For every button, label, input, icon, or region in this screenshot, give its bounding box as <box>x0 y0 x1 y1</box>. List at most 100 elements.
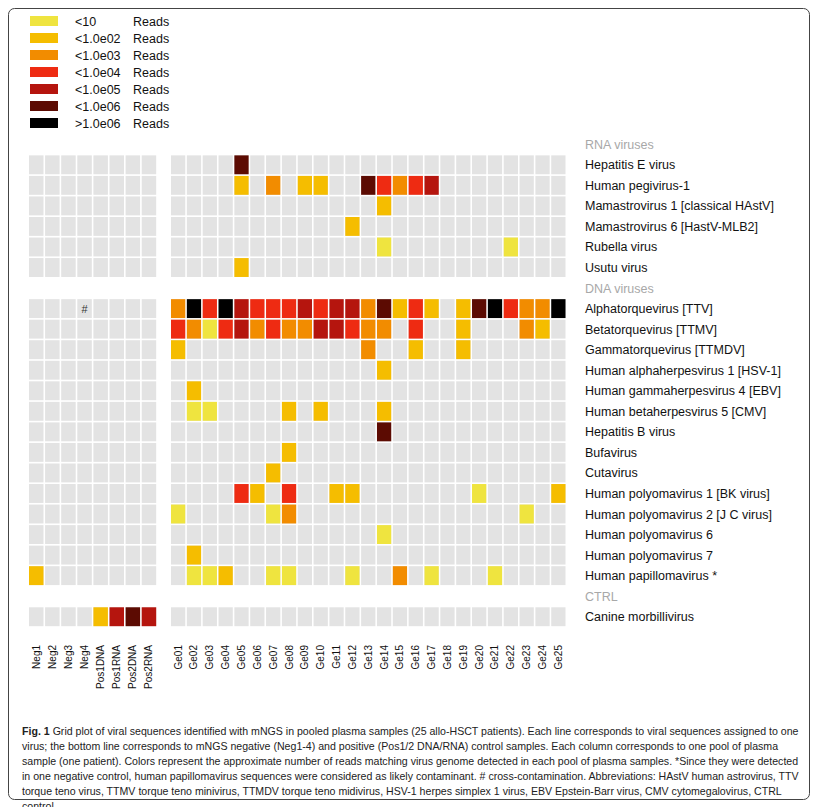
empty-cell <box>393 505 407 524</box>
empty-cell <box>329 546 343 565</box>
empty-cell <box>266 217 280 236</box>
empty-cell <box>171 505 185 524</box>
empty-cell <box>440 381 454 400</box>
empty-cell <box>361 566 375 585</box>
empty-cell <box>187 361 201 380</box>
empty-cell <box>504 217 518 236</box>
empty-cell <box>504 607 518 626</box>
empty-cell <box>329 217 343 236</box>
empty-cell <box>393 320 407 339</box>
column-label: Pos1DNA <box>95 645 106 689</box>
empty-cell <box>282 402 296 421</box>
row-label: Gammatorquevirus [TTMDV] <box>585 343 745 357</box>
cell <box>234 484 248 503</box>
cell <box>535 299 549 318</box>
empty-cell <box>393 443 407 462</box>
empty-cell <box>488 443 502 462</box>
empty-cell <box>250 238 264 257</box>
empty-cell <box>472 238 486 257</box>
empty-cell <box>298 505 312 524</box>
empty-cell <box>456 422 470 441</box>
cell <box>142 607 156 626</box>
empty-cell <box>456 525 470 544</box>
empty-cell <box>361 340 375 359</box>
empty-cell <box>29 566 43 585</box>
empty-cell <box>520 463 534 482</box>
empty-cell <box>551 402 565 421</box>
empty-cell <box>142 320 156 339</box>
empty-cell <box>203 525 217 544</box>
empty-cell <box>345 463 359 482</box>
empty-cell <box>424 381 438 400</box>
empty-cell <box>456 463 470 482</box>
empty-cell <box>314 340 328 359</box>
column-label: Ge05 <box>236 645 247 670</box>
empty-cell <box>361 381 375 400</box>
empty-cell <box>329 361 343 380</box>
empty-cell <box>377 566 391 585</box>
empty-cell <box>45 361 59 380</box>
empty-cell <box>93 361 107 380</box>
empty-cell <box>234 381 248 400</box>
empty-cell <box>345 258 359 277</box>
row-label: Human polyomavirus 6 <box>585 528 713 542</box>
empty-cell <box>551 505 565 524</box>
empty-cell <box>409 340 423 359</box>
cell <box>488 566 502 585</box>
empty-cell <box>488 525 502 544</box>
cell <box>488 299 502 318</box>
empty-cell <box>314 422 328 441</box>
empty-cell <box>314 402 328 421</box>
cell <box>187 546 201 565</box>
empty-cell <box>45 546 59 565</box>
cell <box>377 196 391 215</box>
empty-cell <box>234 340 248 359</box>
cell <box>409 299 423 318</box>
empty-cell <box>409 422 423 441</box>
empty-cell <box>314 176 328 195</box>
empty-cell <box>377 320 391 339</box>
column-label: Pos2RNA <box>143 645 154 689</box>
empty-cell <box>234 463 248 482</box>
empty-cell <box>61 443 75 462</box>
empty-cell <box>29 238 43 257</box>
empty-cell <box>61 402 75 421</box>
cell <box>314 176 328 195</box>
empty-cell <box>61 176 75 195</box>
empty-cell <box>126 607 140 626</box>
cell <box>314 299 328 318</box>
empty-cell <box>488 238 502 257</box>
group-label: CTRL <box>585 590 618 604</box>
empty-cell <box>298 361 312 380</box>
empty-cell <box>250 217 264 236</box>
empty-cell <box>171 340 185 359</box>
empty-cell <box>110 422 124 441</box>
empty-cell <box>61 320 75 339</box>
row-label: Usutu virus <box>585 261 648 275</box>
empty-cell <box>142 546 156 565</box>
empty-cell <box>345 546 359 565</box>
cell <box>345 299 359 318</box>
space <box>50 725 53 737</box>
legend-label: <1.0e06Reads <box>75 100 169 114</box>
empty-cell <box>142 217 156 236</box>
empty-cell <box>110 525 124 544</box>
empty-cell <box>424 155 438 174</box>
cell <box>456 340 470 359</box>
row-label: Human papillomavirus * <box>585 569 717 583</box>
empty-cell <box>361 463 375 482</box>
empty-cell <box>110 217 124 236</box>
empty-cell <box>314 463 328 482</box>
empty-cell <box>520 361 534 380</box>
empty-cell <box>142 607 156 626</box>
empty-cell <box>393 525 407 544</box>
row-label: Human alphaherpesvirus 1 [HSV-1] <box>585 364 781 378</box>
empty-cell <box>361 525 375 544</box>
empty-cell <box>424 402 438 421</box>
empty-cell <box>535 443 549 462</box>
empty-cell <box>393 258 407 277</box>
empty-cell <box>488 381 502 400</box>
cell <box>329 299 343 318</box>
empty-cell <box>282 176 296 195</box>
empty-cell <box>126 320 140 339</box>
